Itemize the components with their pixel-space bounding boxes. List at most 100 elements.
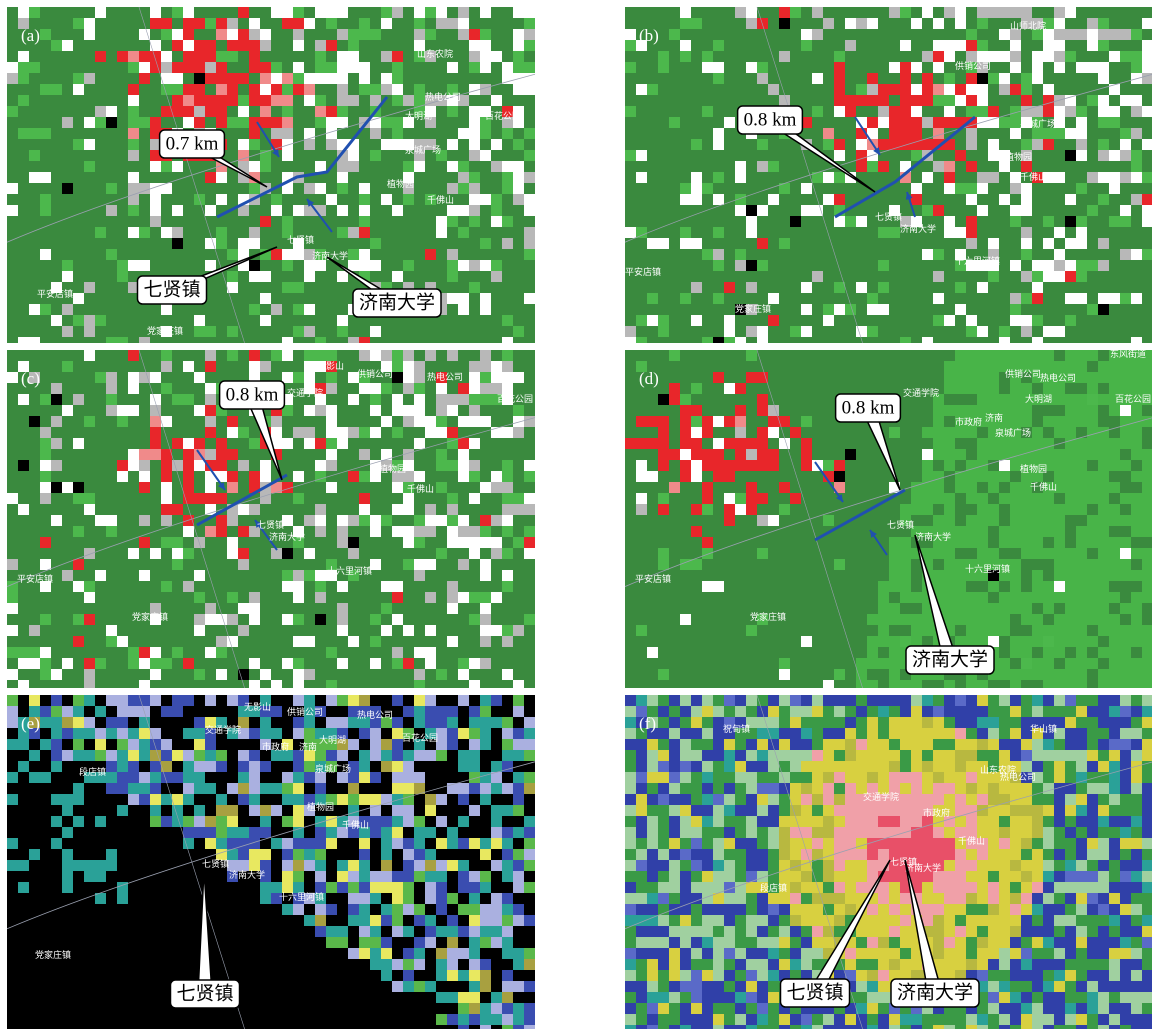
radar-cell [359, 871, 370, 882]
radar-cell [1142, 526, 1152, 537]
radar-cell [1076, 106, 1087, 117]
radar-cell [691, 139, 702, 150]
radar-cell [370, 427, 381, 438]
radar-cell [1076, 350, 1087, 361]
radar-cell [513, 1025, 524, 1029]
radar-cell [724, 783, 735, 794]
radar-cell [513, 51, 524, 62]
radar-cell [106, 728, 117, 739]
radar-cell [955, 761, 966, 772]
radar-cell [370, 827, 381, 838]
radar-cell [746, 816, 757, 827]
radar-cell [216, 669, 227, 680]
radar-cell [84, 871, 95, 882]
radar-cell [955, 849, 966, 860]
radar-cell [1021, 227, 1032, 238]
radar-cell [878, 1003, 889, 1014]
radar-cell [425, 871, 436, 882]
radar-cell [62, 304, 73, 315]
radar-cell [691, 783, 702, 794]
radar-cell [790, 838, 801, 849]
radar-cell [480, 739, 491, 750]
radar-cell [658, 827, 669, 838]
radar-cell [414, 361, 425, 372]
radar-cell [746, 260, 757, 271]
radar-cell [1032, 827, 1043, 838]
radar-cell [139, 29, 150, 40]
radar-cell [425, 706, 436, 717]
panel-label: (c) [21, 369, 40, 388]
radar-cell [1131, 592, 1142, 603]
radar-cell [172, 84, 183, 95]
radar-cell [348, 636, 359, 647]
radar-cell [260, 827, 271, 838]
radar-cell [194, 315, 205, 326]
radar-cell [669, 871, 680, 882]
radar-cell [658, 695, 669, 706]
radar-cell [1054, 970, 1065, 981]
radar-cell [150, 728, 161, 739]
radar-cell [988, 783, 999, 794]
radar-cell [84, 504, 95, 515]
radar-cell [1032, 981, 1043, 992]
radar-cell [326, 680, 337, 691]
radar-cell [150, 18, 161, 29]
radar-cell [370, 750, 381, 761]
radar-cell [1120, 695, 1131, 706]
radar-cell [1087, 636, 1098, 647]
radar-cell [7, 205, 18, 216]
radar-cell [40, 460, 51, 471]
radar-cell [414, 860, 425, 871]
radar-cell [1109, 827, 1120, 838]
radar-cell [636, 416, 647, 427]
radar-cell [447, 18, 458, 29]
radar-cell [856, 139, 867, 150]
radar-cell [1142, 772, 1152, 783]
radar-cell [768, 1014, 779, 1025]
radar-cell [1142, 216, 1152, 227]
radar-cell [18, 680, 29, 691]
radar-cell [172, 205, 183, 216]
radar-cell [447, 394, 458, 405]
radar-cell [1065, 271, 1076, 282]
radar-cell [1076, 717, 1087, 728]
radar-cell [702, 871, 713, 882]
radar-cell [282, 860, 293, 871]
radar-cell [491, 816, 502, 827]
radar-cell [359, 937, 370, 948]
radar-cell [856, 728, 867, 739]
panel: 平安店镇党家庄镇七贤镇济南大学千佛山植物园十六里河镇供销公司热电公司百花公园交通… [7, 350, 535, 691]
radar-cell [227, 326, 238, 337]
radar-cell [502, 570, 513, 581]
radar-cell [403, 871, 414, 882]
radar-cell [513, 1003, 524, 1014]
radar-cell [216, 194, 227, 205]
radar-cell [304, 717, 315, 728]
radar-cell [62, 40, 73, 51]
radar-cell [889, 1025, 900, 1029]
radar-cell [790, 882, 801, 893]
radar-cell [359, 849, 370, 860]
radar-cell [1098, 493, 1109, 504]
radar-cell [282, 216, 293, 227]
radar-cell [315, 838, 326, 849]
radar-cell [216, 460, 227, 471]
radar-cell [845, 761, 856, 772]
radar-cell [403, 95, 414, 106]
radar-cell [359, 249, 370, 260]
radar-cell [1131, 383, 1142, 394]
radar-cell [801, 827, 812, 838]
radar-cell [469, 282, 480, 293]
callout-label: 济南大学 [912, 648, 988, 670]
radar-cell [922, 95, 933, 106]
radar-cell [436, 449, 447, 460]
radar-cell [746, 62, 757, 73]
radar-cell [1021, 981, 1032, 992]
radar-cell [1043, 915, 1054, 926]
radar-cell [216, 62, 227, 73]
radar-cell [172, 559, 183, 570]
radar-cell [1131, 882, 1142, 893]
radar-cell [502, 636, 513, 647]
radar-cell [988, 504, 999, 515]
radar-cell [955, 40, 966, 51]
